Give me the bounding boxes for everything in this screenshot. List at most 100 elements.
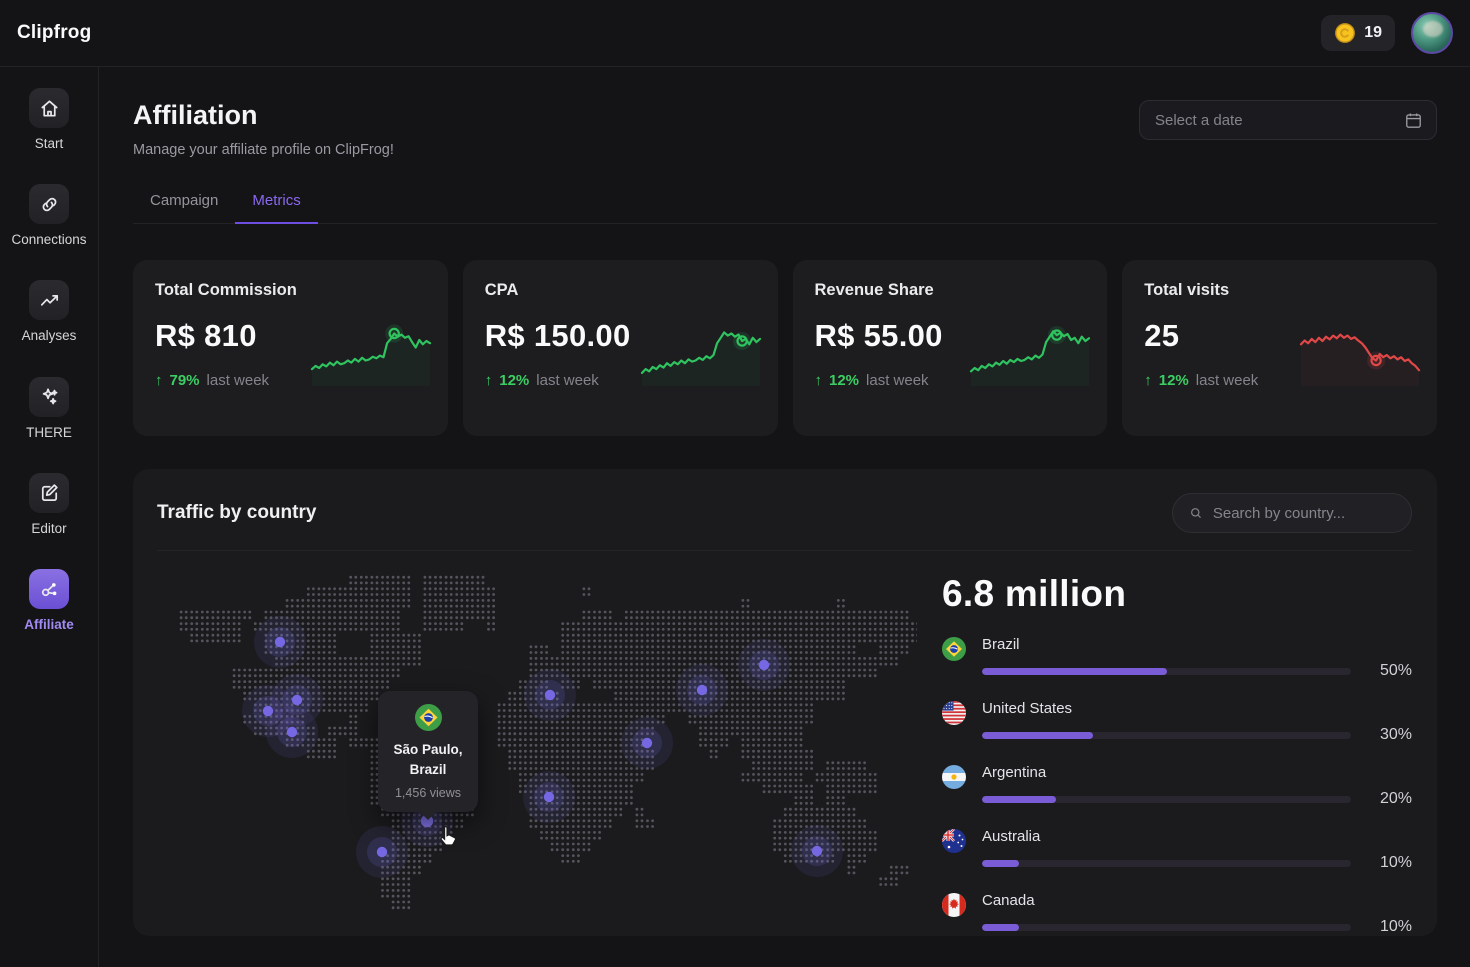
sparkline-chart <box>310 324 431 386</box>
metric-delta: ↑ 12% last week <box>485 372 756 389</box>
sparkline-chart <box>970 326 1091 386</box>
sidebar-item-connections[interactable]: Connections <box>3 184 95 249</box>
country-progress-fill <box>982 923 1019 931</box>
total-views: 6.8 million <box>942 573 1127 614</box>
map-marker[interactable] <box>271 674 323 726</box>
sidebar-item-editor[interactable]: Editor <box>3 472 95 538</box>
share-icon <box>29 569 69 610</box>
traffic-by-country-card: Traffic by country São Paulo, Brazil 1,456… <box>133 469 1437 936</box>
flag-us-icon <box>942 701 966 725</box>
metric-delta: ↑ 79% last week <box>155 372 426 389</box>
country-row-united-states: United States 30% <box>942 700 1412 744</box>
metric-delta-label: last week <box>206 372 270 389</box>
flag-br-icon <box>942 637 966 661</box>
country-search[interactable] <box>1172 493 1412 533</box>
map-marker[interactable] <box>254 616 306 668</box>
home-icon <box>29 88 69 128</box>
world-map[interactable]: São Paulo, Brazil 1,456 views <box>157 563 917 913</box>
metric-delta-percent: 12% <box>829 372 860 389</box>
sidebar-item-label: Connections <box>11 232 87 248</box>
page-title: Affiliation <box>133 100 258 130</box>
sidebar-item-there[interactable]: THERE <box>3 376 95 442</box>
country-progress-track <box>982 923 1351 931</box>
flag-au-icon <box>942 829 966 853</box>
metric-title: Total Commission <box>155 281 297 299</box>
tooltip-city: São Paulo, <box>393 742 463 757</box>
country-stats-panel: 6.8 million Brazil 50% United States 30% Arg… <box>917 563 1412 956</box>
map-marker[interactable] <box>791 825 843 877</box>
date-picker[interactable]: Select a date <box>1139 100 1437 140</box>
topbar-actions: 19 <box>1321 12 1453 54</box>
sidebar-item-analyses[interactable]: Analyses <box>3 280 95 345</box>
tab-metrics[interactable]: Metrics <box>235 183 318 224</box>
sidebar: Start Connections Analyses THERE Editor Affil… <box>0 67 99 967</box>
metric-card-cpa: CPA R$ 150.00 ↑ 12% last week <box>462 260 778 436</box>
page-subtitle: Manage your affiliate profile on ClipFro… <box>133 142 394 158</box>
metric-delta-percent: 12% <box>499 372 530 389</box>
topbar: Clipfrog 19 <box>0 0 1470 67</box>
traffic-title: Traffic by country <box>157 502 317 523</box>
metric-value: 25 <box>1144 318 1180 353</box>
tab-campaign[interactable]: Campaign <box>150 192 219 209</box>
map-marker[interactable] <box>621 717 673 769</box>
sidebar-item-label: THERE <box>26 424 72 440</box>
sidebar-item-label: Start <box>34 136 64 151</box>
tooltip-country: Brazil <box>409 761 447 777</box>
coin-count: 19 <box>1364 24 1382 41</box>
date-picker-placeholder: Select a date <box>1155 111 1243 129</box>
edit-icon <box>29 472 69 513</box>
country-percent: 20% <box>1379 790 1412 807</box>
link-icon <box>29 184 69 225</box>
coin-icon <box>1335 23 1356 43</box>
user-avatar[interactable] <box>1411 12 1453 54</box>
sidebar-item-label: Analyses <box>21 328 77 344</box>
country-progress-track <box>982 731 1351 739</box>
main-content: Affiliation Manage your affiliate profil… <box>99 67 1470 967</box>
metric-delta-percent: 79% <box>169 372 200 389</box>
sidebar-item-label: Editor <box>31 520 67 536</box>
country-progress-track <box>982 795 1351 803</box>
country-progress-track <box>982 859 1351 867</box>
metric-delta: ↑ 12% last week <box>1144 372 1415 389</box>
calendar-icon <box>1406 113 1421 128</box>
map-marker[interactable] <box>523 771 575 823</box>
country-search-input[interactable] <box>1212 504 1396 522</box>
map-marker[interactable] <box>356 826 408 878</box>
metric-delta-label: last week <box>1195 372 1259 389</box>
metric-value: R$ 55.00 <box>814 318 943 353</box>
country-progress-fill <box>982 859 1019 867</box>
arrow-up-icon: ↑ <box>155 372 163 389</box>
country-list: Brazil 50% United States 30% Argentina 20% Aus… <box>942 636 1412 936</box>
map-tooltip: São Paulo, Brazil 1,456 views <box>378 691 478 813</box>
coin-balance-badge[interactable]: 19 <box>1321 15 1395 51</box>
country-percent: 10% <box>1379 918 1412 935</box>
trend-icon <box>29 280 69 321</box>
country-percent: 50% <box>1379 662 1412 679</box>
arrow-up-icon: ↑ <box>1144 372 1152 389</box>
country-row-canada: Canada 10% <box>942 892 1412 936</box>
sidebar-item-affiliate[interactable]: Affiliate <box>3 569 95 634</box>
map-marker[interactable] <box>676 664 728 716</box>
map-marker[interactable] <box>738 639 790 691</box>
metric-card-revenue-share: Revenue Share R$ 55.00 ↑ 12% last week <box>792 260 1108 436</box>
arrow-up-icon: ↑ <box>484 372 493 389</box>
country-row-argentina: Argentina 20% <box>942 764 1412 808</box>
map-marker[interactable] <box>242 685 294 737</box>
metric-card-total-commission: Total Commission R$ 810 ↑ 79% last week <box>133 260 448 436</box>
arrow-up-icon: ↑ <box>814 372 823 389</box>
sidebar-item-start[interactable]: Start <box>3 88 95 153</box>
metric-title: CPA <box>484 281 519 299</box>
app-logo: Clipfrog <box>17 22 92 43</box>
country-row-australia: Australia 10% <box>942 828 1412 872</box>
flag-ar-icon <box>942 765 966 789</box>
hand-cursor-icon <box>440 825 457 846</box>
country-progress-fill <box>982 667 1167 675</box>
tooltip-flag-brazil-icon <box>386 704 470 731</box>
country-name: Brazil <box>982 636 1020 653</box>
divider <box>157 550 1412 551</box>
map-marker[interactable] <box>524 669 576 721</box>
map-marker[interactable] <box>266 706 318 758</box>
metric-cards: Total Commission R$ 810 ↑ 79% last week CPA R$… <box>133 260 1437 436</box>
country-progress-fill <box>982 731 1093 739</box>
flag-ca-icon <box>942 893 966 917</box>
